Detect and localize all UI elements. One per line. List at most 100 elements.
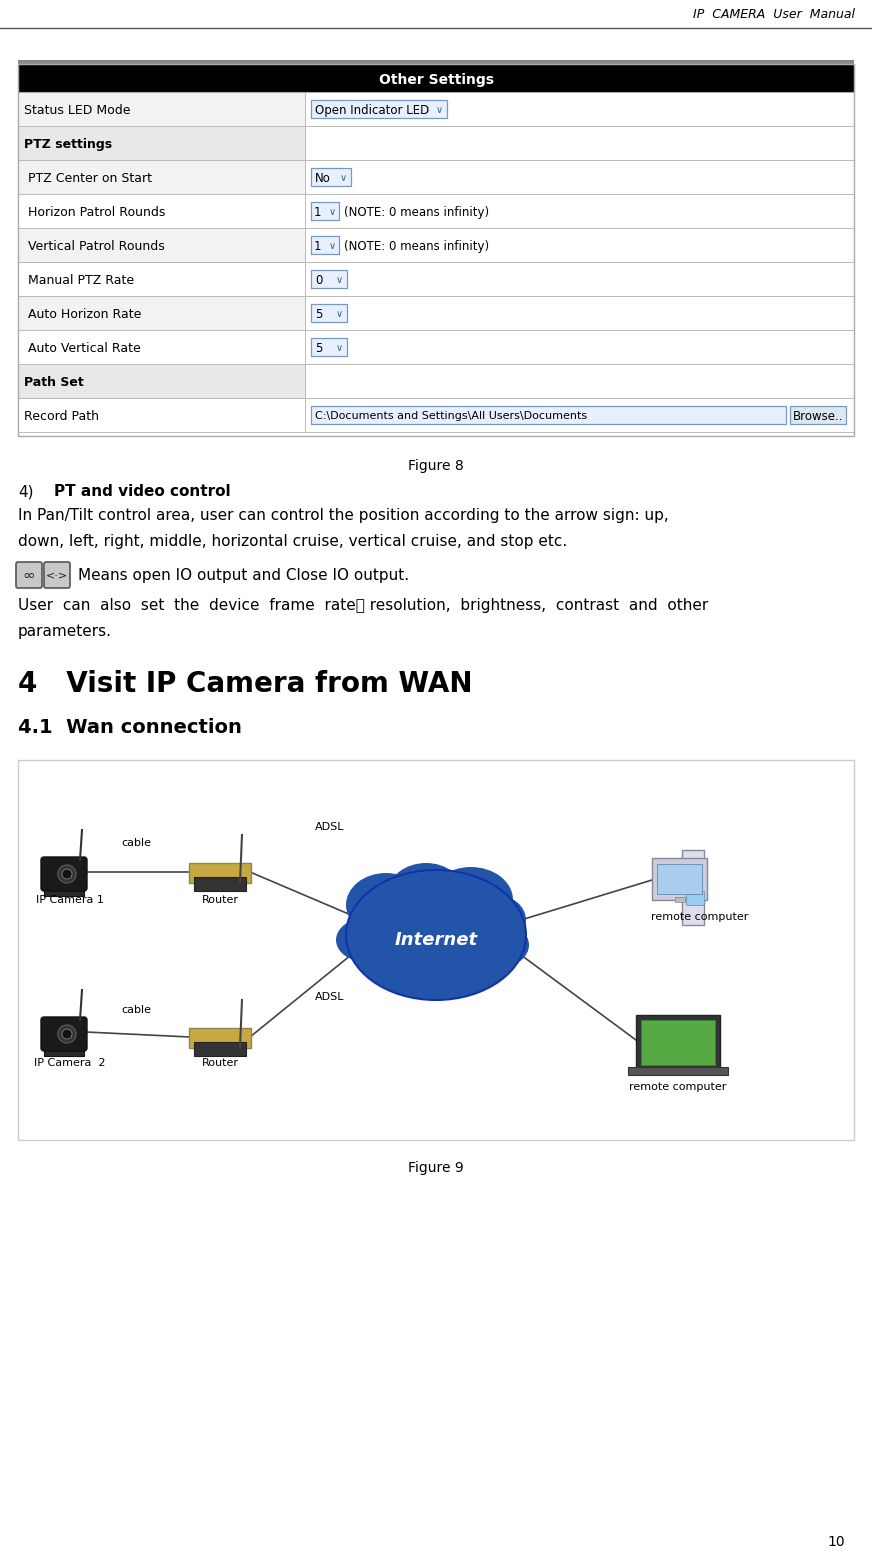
Text: PTZ Center on Start: PTZ Center on Start [28, 171, 152, 184]
Circle shape [62, 1029, 72, 1039]
Text: In Pan/Tilt control area, user can control the position according to the arrow s: In Pan/Tilt control area, user can contr… [18, 508, 669, 523]
FancyBboxPatch shape [16, 562, 42, 589]
FancyBboxPatch shape [189, 1028, 251, 1048]
Bar [311, 100, 447, 118]
Text: No: No [315, 171, 330, 184]
Circle shape [62, 869, 72, 880]
Bar [682, 850, 704, 925]
Text: remote computer: remote computer [651, 912, 749, 922]
Bar [686, 891, 704, 905]
Bar [636, 1015, 720, 1070]
Text: (NOTE: 0 means infinity): (NOTE: 0 means infinity) [344, 206, 489, 218]
Text: Router: Router [201, 1059, 239, 1068]
Ellipse shape [466, 895, 526, 945]
Ellipse shape [336, 919, 396, 962]
Text: ADSL: ADSL [316, 822, 344, 831]
Circle shape [58, 1025, 76, 1043]
Ellipse shape [346, 873, 426, 937]
Text: ADSL: ADSL [316, 992, 344, 1003]
Bar [305, 262, 854, 296]
Bar [305, 399, 854, 431]
Text: 4): 4) [18, 484, 33, 498]
Bar [657, 864, 702, 894]
Bar [18, 195, 305, 227]
Bar [18, 296, 305, 330]
Text: IP  CAMERA  User  Manual: IP CAMERA User Manual [693, 8, 855, 20]
Bar [305, 364, 854, 399]
Text: Internet: Internet [394, 931, 478, 950]
Bar [305, 227, 854, 262]
Text: Means open IO output and Close IO output.: Means open IO output and Close IO output… [78, 567, 409, 582]
FancyBboxPatch shape [44, 562, 70, 589]
Text: cable: cable [121, 838, 151, 849]
FancyBboxPatch shape [189, 863, 251, 883]
Text: Auto Vertical Rate: Auto Vertical Rate [28, 341, 140, 355]
Text: 4.1  Wan connection: 4.1 Wan connection [18, 718, 242, 736]
FancyBboxPatch shape [194, 1042, 246, 1056]
Bar [18, 92, 305, 126]
Text: Manual PTZ Rate: Manual PTZ Rate [28, 274, 134, 286]
Bar [311, 304, 347, 322]
Ellipse shape [473, 923, 529, 967]
Bar [641, 1020, 715, 1065]
Text: 4   Visit IP Camera from WAN: 4 Visit IP Camera from WAN [18, 670, 473, 698]
Circle shape [58, 866, 76, 883]
Text: User  can  also  set  the  device  frame  rate、 resolution,  brightness,  contra: User can also set the device frame rate、… [18, 598, 708, 613]
Bar [311, 168, 351, 185]
Text: Auto Horizon Rate: Auto Horizon Rate [28, 307, 141, 321]
Ellipse shape [346, 870, 526, 1000]
Text: Figure 8: Figure 8 [408, 459, 464, 473]
Text: ∨: ∨ [329, 207, 336, 216]
Text: Open Indicator LED: Open Indicator LED [315, 103, 429, 117]
Bar [790, 406, 846, 424]
Text: down, left, right, middle, horizontal cruise, vertical cruise, and stop etc.: down, left, right, middle, horizontal cr… [18, 534, 568, 550]
Bar [18, 61, 854, 64]
Text: 0: 0 [315, 274, 323, 286]
Text: Status LED Mode: Status LED Mode [24, 103, 131, 117]
Bar [18, 64, 854, 436]
Text: ∨: ∨ [336, 343, 343, 353]
Ellipse shape [429, 867, 513, 933]
Text: Other Settings: Other Settings [378, 73, 494, 87]
Text: 5: 5 [315, 341, 323, 355]
Text: PT and video control: PT and video control [54, 484, 230, 498]
Bar [628, 1067, 728, 1074]
Bar [18, 330, 305, 364]
Text: Figure 9: Figure 9 [408, 1162, 464, 1176]
Bar [311, 338, 347, 357]
Text: ∨: ∨ [435, 104, 443, 115]
Text: ∨: ∨ [336, 308, 343, 319]
Bar [305, 195, 854, 227]
FancyBboxPatch shape [194, 877, 246, 891]
Bar [18, 760, 854, 1140]
Bar [305, 296, 854, 330]
Bar [652, 858, 707, 900]
Bar [18, 64, 854, 92]
Text: ∞: ∞ [23, 567, 36, 582]
Text: cable: cable [121, 1004, 151, 1015]
Bar [18, 227, 305, 262]
Bar [311, 202, 339, 220]
Bar [311, 237, 339, 254]
Bar [18, 126, 305, 160]
Text: remote computer: remote computer [630, 1082, 726, 1091]
Text: Router: Router [201, 895, 239, 905]
Text: Horizon Patrol Rounds: Horizon Patrol Rounds [28, 206, 166, 218]
Bar [305, 92, 854, 126]
FancyBboxPatch shape [41, 856, 87, 891]
Text: IP Camera  2: IP Camera 2 [34, 1059, 106, 1068]
Bar [44, 884, 84, 895]
Bar [18, 262, 305, 296]
Text: Browse..: Browse.. [793, 409, 843, 422]
Text: 1: 1 [314, 206, 322, 218]
Text: Path Set: Path Set [24, 375, 84, 389]
Text: ∨: ∨ [336, 276, 343, 285]
Text: IP Camera 1: IP Camera 1 [36, 895, 104, 905]
Bar [311, 406, 786, 424]
Text: Record Path: Record Path [24, 409, 99, 422]
Bar [18, 364, 305, 399]
Bar [305, 126, 854, 160]
Text: 5: 5 [315, 307, 323, 321]
Bar [305, 330, 854, 364]
Text: 10: 10 [828, 1535, 845, 1549]
